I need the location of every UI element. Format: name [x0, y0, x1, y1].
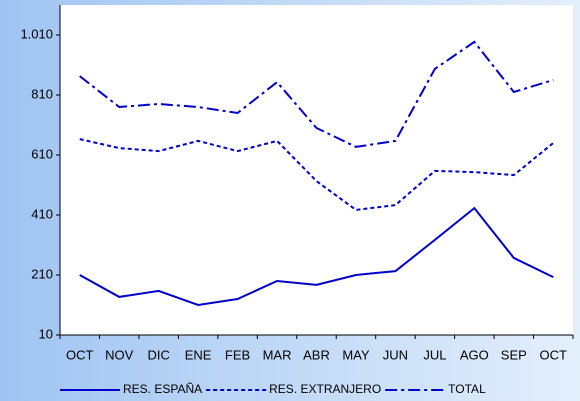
- legend-label: TOTAL: [448, 382, 486, 396]
- series-line: [79, 206, 554, 307]
- x-tick-label: ENE: [185, 347, 212, 362]
- x-tick-label: FEB: [225, 347, 250, 362]
- x-tick-label: AGO: [460, 347, 489, 362]
- y-tick-label: 810: [31, 86, 53, 101]
- y-tick-label: 10: [39, 326, 53, 341]
- legend-label: RES. EXTRANJERO: [269, 382, 381, 396]
- x-tick-label: DIC: [147, 347, 169, 362]
- y-tick-label: 610: [31, 146, 53, 161]
- legend: RES. ESPAÑA RES. EXTRANJERO TOTAL: [60, 382, 486, 396]
- y-tick-label: 1.010: [20, 26, 53, 41]
- series-line: [79, 40, 554, 148]
- x-tick-label: SEP: [501, 347, 527, 362]
- x-tick-label: NOV: [105, 347, 134, 362]
- x-tick-label: ABR: [303, 347, 330, 362]
- y-tick-label: 410: [31, 206, 53, 221]
- x-tick-label: JUL: [423, 347, 446, 362]
- x-tick-label: MAR: [263, 347, 292, 362]
- x-tick-label: OCT: [66, 347, 94, 362]
- x-tick-label: MAY: [342, 347, 370, 362]
- series-line: [79, 138, 554, 211]
- x-tick-label: OCT: [540, 347, 568, 362]
- y-tick-label: 210: [31, 266, 53, 281]
- legend-label: RES. ESPAÑA: [123, 382, 202, 396]
- x-tick-label: JUN: [383, 347, 408, 362]
